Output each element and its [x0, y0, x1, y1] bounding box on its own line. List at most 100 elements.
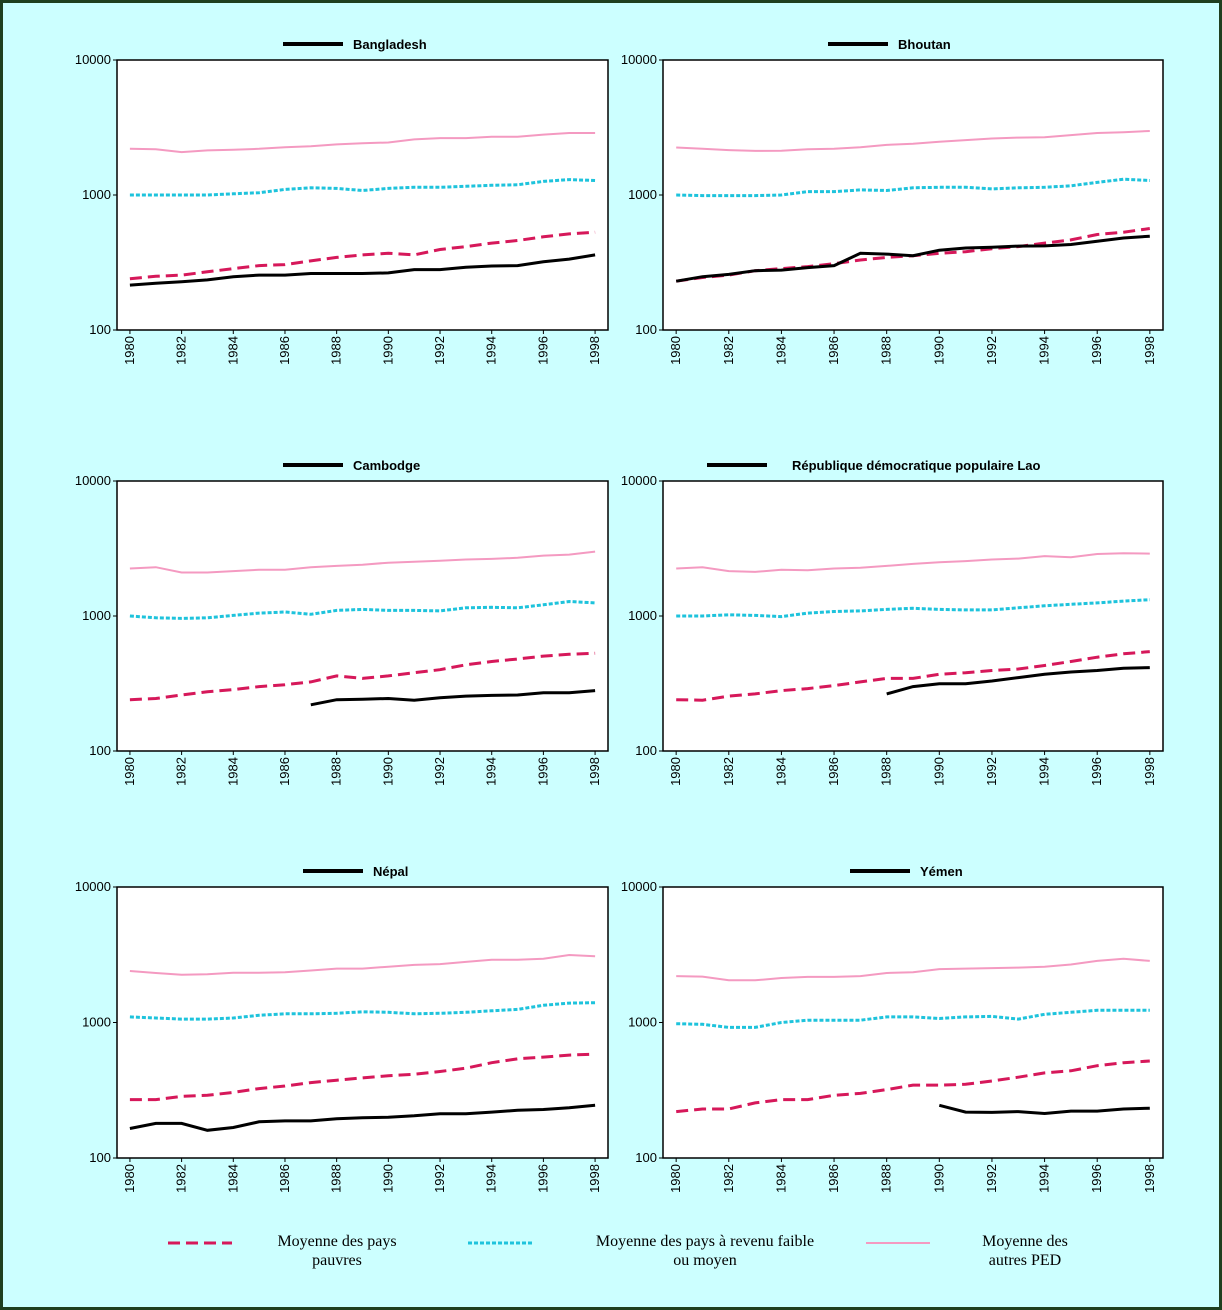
x-tick-label: 1982 [174, 336, 189, 365]
plot-area [662, 480, 1164, 752]
series-line [676, 177, 1150, 198]
y-tick-label: 1000 [82, 187, 111, 202]
x-tick-label: 1986 [277, 757, 292, 786]
x-tick-label: 1996 [535, 1164, 550, 1193]
x-tick-label: 1998 [587, 1164, 602, 1193]
series-line [129, 550, 596, 574]
series-line [129, 1052, 596, 1102]
x-tick-label: 1992 [984, 336, 999, 365]
x-tick-label: 1994 [1037, 1164, 1052, 1193]
series-line [676, 650, 1150, 702]
x-tick-label: 1984 [225, 1164, 240, 1193]
x-tick-label: 1980 [668, 1164, 683, 1193]
x-tick-label: 1990 [380, 336, 395, 365]
y-tick-label: 1000 [628, 187, 657, 202]
y-tick-label: 1000 [628, 1015, 657, 1030]
legend-label: Népal [373, 864, 408, 879]
x-tick-label: 1980 [122, 1164, 137, 1193]
x-tick-label: 1998 [1142, 1164, 1157, 1193]
series-line [129, 253, 596, 287]
x-tick-label: 1984 [773, 1164, 788, 1193]
y-tick-label: 100 [635, 743, 657, 758]
x-tick-label: 1996 [1089, 336, 1104, 365]
x-tick-label: 1988 [329, 757, 344, 786]
legend-label: Moyenne des pays à revenu faible ou moye… [595, 1233, 815, 1269]
x-tick-label: 1990 [931, 336, 946, 365]
y-tick-label: 1000 [82, 1015, 111, 1030]
x-tick-label: 1988 [329, 1164, 344, 1193]
series-line [938, 1103, 1150, 1116]
y-tick-label: 1000 [82, 608, 111, 623]
x-tick-label: 1984 [773, 336, 788, 365]
plot-area [662, 886, 1164, 1159]
plot-area [116, 480, 609, 752]
x-tick-label: 1982 [721, 1164, 736, 1193]
series-line [676, 130, 1150, 152]
x-tick-label: 1988 [879, 336, 894, 365]
legend-label: Yémen [920, 864, 963, 879]
series-line [676, 598, 1150, 619]
y-tick-label: 100 [89, 322, 111, 337]
x-tick-label: 1994 [484, 336, 499, 365]
x-tick-label: 1992 [432, 1164, 447, 1193]
x-tick-label: 1986 [277, 1164, 292, 1193]
y-tick-label: 10000 [621, 879, 657, 894]
x-tick-label: 1994 [1037, 336, 1052, 365]
series-line [129, 230, 596, 281]
x-tick-label: 1982 [721, 757, 736, 786]
x-tick-label: 1984 [773, 757, 788, 786]
legend-label: Cambodge [353, 458, 420, 473]
x-tick-label: 1990 [931, 1164, 946, 1193]
series-line [676, 1008, 1150, 1029]
x-tick-label: 1980 [668, 757, 683, 786]
series-line [675, 234, 1150, 283]
x-tick-label: 1998 [587, 336, 602, 365]
series-line [129, 953, 596, 976]
x-tick-label: 1998 [1142, 757, 1157, 786]
series-line [676, 552, 1150, 573]
x-tick-label: 1986 [826, 336, 841, 365]
x-tick-label: 1982 [174, 757, 189, 786]
plot-area [116, 886, 609, 1159]
legend-label: Moyenne des pays pauvres [277, 1233, 397, 1269]
x-tick-label: 1998 [1142, 336, 1157, 365]
x-tick-label: 1986 [826, 757, 841, 786]
x-tick-label: 1982 [721, 336, 736, 365]
x-tick-label: 1992 [984, 757, 999, 786]
y-tick-label: 10000 [75, 879, 111, 894]
y-tick-label: 100 [635, 322, 657, 337]
y-tick-label: 100 [89, 1150, 111, 1165]
y-tick-label: 1000 [628, 608, 657, 623]
x-tick-label: 1980 [668, 336, 683, 365]
x-tick-label: 1988 [879, 1164, 894, 1193]
legend-label: Bhoutan [898, 37, 951, 52]
y-tick-label: 100 [635, 1150, 657, 1165]
series-line [676, 1059, 1150, 1114]
series-line [129, 1103, 596, 1132]
x-tick-label: 1994 [484, 1164, 499, 1193]
x-tick-label: 1992 [984, 1164, 999, 1193]
x-tick-label: 1996 [535, 757, 550, 786]
x-tick-label: 1996 [535, 336, 550, 365]
x-tick-label: 1998 [587, 757, 602, 786]
series-line [886, 666, 1150, 696]
plot-area [662, 59, 1164, 331]
x-tick-label: 1986 [277, 336, 292, 365]
y-tick-label: 10000 [75, 52, 111, 67]
x-tick-label: 1990 [380, 1164, 395, 1193]
series-line [676, 957, 1150, 982]
series-line [129, 132, 596, 154]
x-tick-label: 1988 [879, 757, 894, 786]
x-tick-label: 1982 [174, 1164, 189, 1193]
legend-label: République démocratique populaire Lao [792, 458, 1041, 473]
legend-label: Bangladesh [353, 37, 427, 52]
legend-label: Moyenne des autres PED [982, 1233, 1068, 1269]
x-tick-label: 1986 [826, 1164, 841, 1193]
y-tick-label: 10000 [75, 473, 111, 488]
x-tick-label: 1984 [225, 757, 240, 786]
x-tick-label: 1996 [1089, 757, 1104, 786]
x-tick-label: 1988 [329, 336, 344, 365]
y-tick-label: 10000 [621, 52, 657, 67]
x-tick-label: 1980 [122, 336, 137, 365]
series-line [129, 651, 596, 702]
